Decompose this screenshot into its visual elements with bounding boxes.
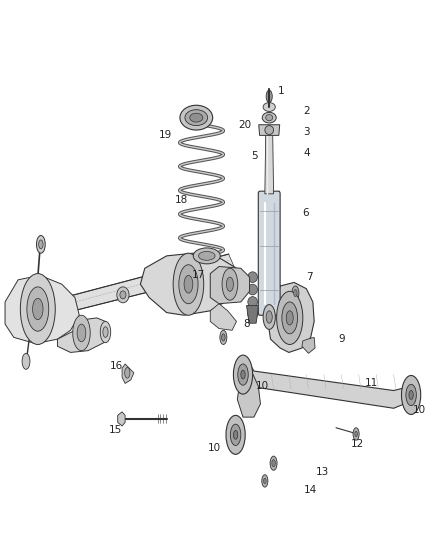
- Ellipse shape: [180, 105, 213, 130]
- Ellipse shape: [248, 309, 258, 320]
- Polygon shape: [118, 412, 125, 426]
- Polygon shape: [259, 125, 280, 135]
- Circle shape: [222, 268, 238, 300]
- Ellipse shape: [198, 252, 215, 260]
- Circle shape: [173, 253, 204, 315]
- Ellipse shape: [117, 287, 129, 303]
- Circle shape: [292, 286, 299, 300]
- Circle shape: [277, 292, 303, 344]
- Circle shape: [230, 424, 241, 446]
- Circle shape: [270, 456, 277, 470]
- Circle shape: [241, 370, 245, 379]
- Polygon shape: [210, 266, 250, 304]
- Polygon shape: [141, 253, 241, 315]
- Text: 8: 8: [243, 319, 250, 329]
- Circle shape: [226, 415, 245, 454]
- Circle shape: [266, 311, 272, 323]
- Text: 4: 4: [303, 148, 310, 158]
- Text: 1: 1: [278, 86, 284, 96]
- Circle shape: [264, 478, 266, 483]
- Ellipse shape: [193, 248, 220, 264]
- Circle shape: [233, 431, 238, 439]
- Polygon shape: [267, 280, 280, 304]
- Text: 10: 10: [208, 443, 221, 453]
- Circle shape: [77, 324, 86, 342]
- Circle shape: [39, 240, 43, 249]
- Circle shape: [103, 327, 108, 337]
- Ellipse shape: [248, 284, 258, 295]
- Circle shape: [100, 321, 111, 343]
- Circle shape: [238, 364, 248, 385]
- Ellipse shape: [266, 115, 273, 121]
- Circle shape: [266, 90, 272, 102]
- Text: 6: 6: [302, 208, 309, 219]
- Text: 10: 10: [413, 405, 427, 415]
- Polygon shape: [247, 305, 259, 323]
- Circle shape: [179, 265, 198, 304]
- Circle shape: [226, 277, 233, 292]
- Text: 9: 9: [339, 334, 346, 344]
- Circle shape: [272, 459, 276, 467]
- Text: 14: 14: [304, 485, 317, 495]
- Circle shape: [406, 384, 417, 406]
- Ellipse shape: [263, 102, 276, 111]
- Circle shape: [282, 302, 297, 334]
- Circle shape: [263, 304, 276, 329]
- Text: 10: 10: [256, 381, 269, 391]
- Ellipse shape: [248, 272, 258, 282]
- Circle shape: [293, 289, 297, 297]
- Circle shape: [353, 428, 359, 440]
- Circle shape: [409, 391, 413, 399]
- Text: 18: 18: [175, 195, 188, 205]
- Ellipse shape: [248, 297, 258, 307]
- Circle shape: [220, 330, 227, 344]
- Text: 7: 7: [307, 272, 313, 282]
- Text: 5: 5: [251, 151, 258, 161]
- FancyBboxPatch shape: [258, 191, 280, 315]
- Circle shape: [20, 273, 55, 344]
- Circle shape: [125, 368, 130, 378]
- Text: 11: 11: [364, 378, 378, 389]
- Circle shape: [355, 431, 357, 437]
- Text: 2: 2: [303, 107, 310, 116]
- Polygon shape: [122, 364, 134, 383]
- Text: 3: 3: [303, 127, 310, 137]
- Circle shape: [286, 311, 293, 325]
- Circle shape: [262, 475, 268, 487]
- Circle shape: [402, 375, 421, 415]
- Text: 20: 20: [238, 120, 251, 130]
- Circle shape: [22, 353, 30, 369]
- Circle shape: [27, 287, 49, 331]
- Text: 17: 17: [191, 270, 205, 280]
- Circle shape: [36, 236, 45, 253]
- Ellipse shape: [265, 126, 274, 134]
- Polygon shape: [11, 254, 236, 325]
- Ellipse shape: [190, 113, 203, 122]
- Ellipse shape: [262, 112, 276, 123]
- Polygon shape: [268, 282, 314, 352]
- Circle shape: [32, 298, 43, 320]
- Circle shape: [222, 334, 225, 341]
- Text: 19: 19: [159, 131, 173, 140]
- Text: 16: 16: [110, 361, 123, 371]
- Circle shape: [184, 276, 193, 293]
- Circle shape: [233, 355, 253, 394]
- Text: 12: 12: [351, 439, 364, 449]
- Polygon shape: [265, 134, 274, 194]
- Polygon shape: [249, 362, 411, 408]
- Ellipse shape: [185, 110, 208, 126]
- Polygon shape: [57, 318, 110, 352]
- Circle shape: [73, 315, 90, 351]
- Text: 15: 15: [109, 425, 122, 435]
- Ellipse shape: [120, 291, 126, 299]
- Polygon shape: [237, 373, 261, 417]
- Polygon shape: [5, 276, 79, 344]
- Polygon shape: [302, 337, 315, 353]
- Text: 13: 13: [316, 467, 329, 477]
- Polygon shape: [210, 304, 237, 330]
